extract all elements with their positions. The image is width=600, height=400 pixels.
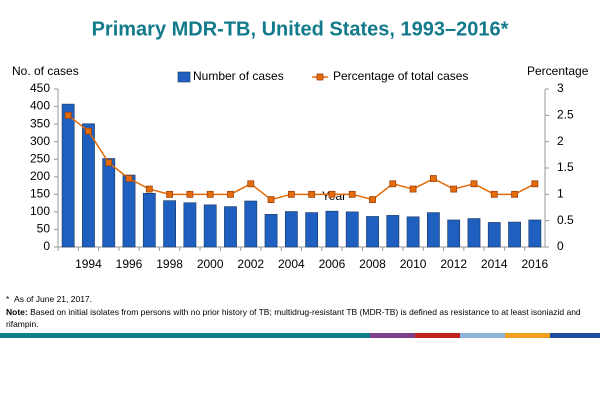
strip bbox=[370, 333, 415, 338]
y-tick-label: 450 bbox=[30, 81, 50, 95]
y-tick-label: 200 bbox=[30, 169, 50, 183]
bar bbox=[244, 200, 258, 248]
x-tick-label: 2010 bbox=[400, 257, 427, 271]
footnote-date: * As of June 21, 2017. bbox=[6, 293, 586, 305]
line-marker bbox=[348, 190, 356, 198]
y2-tick-label: 1 bbox=[557, 187, 564, 201]
x-tick-label: 2006 bbox=[319, 257, 346, 271]
line-marker bbox=[308, 190, 316, 198]
line-marker bbox=[389, 180, 397, 188]
line-marker bbox=[450, 185, 458, 193]
bar bbox=[528, 219, 542, 248]
bar bbox=[183, 202, 197, 248]
x-tick-label: 2004 bbox=[278, 257, 305, 271]
line-marker bbox=[511, 190, 518, 198]
line-marker bbox=[287, 190, 295, 198]
chart: Primary MDR-TB, United States, 1993–2016… bbox=[12, 18, 589, 271]
x-tick-label: 2012 bbox=[440, 257, 467, 271]
line-marker bbox=[409, 185, 417, 193]
y2-tick-label: 0.5 bbox=[557, 213, 574, 227]
x-tick-label: 1998 bbox=[156, 257, 183, 271]
legend-marker bbox=[316, 73, 324, 81]
bar bbox=[102, 158, 116, 248]
bar bbox=[366, 216, 379, 248]
y2-tick-label: 2 bbox=[557, 134, 564, 148]
strip bbox=[505, 333, 550, 338]
bar bbox=[508, 221, 521, 248]
line-marker bbox=[166, 190, 174, 198]
x-tick-label: 1994 bbox=[75, 257, 102, 271]
y-tick-label: 150 bbox=[30, 187, 50, 201]
bar bbox=[203, 204, 217, 248]
x-tick-label: 2016 bbox=[522, 257, 549, 271]
line-marker bbox=[328, 190, 336, 198]
y-axis-label: No. of cases bbox=[12, 64, 79, 78]
note-text: Based on initial isolates from persons w… bbox=[6, 307, 581, 329]
y2-tick-label: 3 bbox=[557, 81, 564, 95]
line-marker bbox=[429, 175, 437, 182]
x-tick-label: 2014 bbox=[481, 257, 508, 271]
line-marker bbox=[470, 180, 478, 188]
line-marker bbox=[490, 190, 498, 198]
x-tick-label: 2002 bbox=[237, 257, 264, 271]
x-tick-label: 2008 bbox=[359, 257, 386, 271]
line-marker bbox=[125, 175, 133, 182]
bar bbox=[345, 211, 359, 248]
bar bbox=[447, 219, 461, 248]
line-marker bbox=[85, 127, 92, 135]
y2-tick-label: 1.5 bbox=[557, 160, 574, 174]
bar bbox=[142, 192, 156, 248]
bar bbox=[163, 200, 176, 248]
chart-title: Primary MDR-TB, United States, 1993–2016… bbox=[92, 18, 509, 40]
bar bbox=[305, 212, 319, 248]
bar bbox=[386, 215, 400, 248]
bar bbox=[224, 206, 237, 248]
legend-label: Percentage of total cases bbox=[333, 69, 468, 83]
strip bbox=[550, 333, 600, 338]
bar bbox=[427, 212, 440, 248]
line-marker bbox=[267, 196, 275, 204]
line-marker bbox=[145, 185, 153, 193]
line-marker bbox=[105, 159, 113, 167]
y2-axis-label: Percentage bbox=[527, 64, 589, 78]
strip bbox=[0, 333, 370, 338]
bar bbox=[325, 210, 339, 248]
bar bbox=[284, 211, 298, 248]
asterisk: * bbox=[6, 294, 10, 304]
bar bbox=[61, 103, 75, 248]
y-tick-label: 250 bbox=[30, 151, 50, 165]
footnote-note: Note: Based on initial isolates from per… bbox=[6, 306, 586, 330]
legend-label: Number of cases bbox=[193, 69, 284, 83]
y2-tick-label: 0 bbox=[557, 239, 564, 253]
bar bbox=[406, 216, 420, 248]
bar bbox=[82, 123, 95, 248]
bar bbox=[122, 174, 136, 248]
bar bbox=[264, 214, 278, 248]
line-marker bbox=[369, 196, 376, 204]
y-tick-label: 100 bbox=[30, 204, 50, 218]
y-tick-label: 300 bbox=[30, 134, 50, 148]
y-tick-label: 400 bbox=[30, 99, 50, 113]
x-tick-label: 1996 bbox=[116, 257, 143, 271]
legend-swatch bbox=[177, 71, 191, 83]
line bbox=[67, 114, 536, 201]
y-tick-label: 0 bbox=[43, 239, 50, 253]
line-marker bbox=[531, 180, 539, 188]
y-tick-label: 50 bbox=[37, 222, 51, 236]
date-note: As of June 21, 2017. bbox=[14, 294, 93, 304]
y2-tick-label: 2.5 bbox=[557, 108, 574, 122]
x-tick-label: 2000 bbox=[197, 257, 224, 271]
strip bbox=[460, 333, 505, 338]
bar bbox=[487, 222, 501, 248]
line-marker bbox=[64, 111, 72, 119]
line-marker bbox=[227, 190, 234, 198]
bar bbox=[467, 218, 481, 248]
line-marker bbox=[186, 190, 194, 198]
note-label: Note: bbox=[6, 307, 28, 317]
line-marker bbox=[206, 190, 214, 198]
y-tick-label: 350 bbox=[30, 116, 50, 130]
line-marker bbox=[247, 180, 255, 188]
strip bbox=[415, 333, 460, 338]
